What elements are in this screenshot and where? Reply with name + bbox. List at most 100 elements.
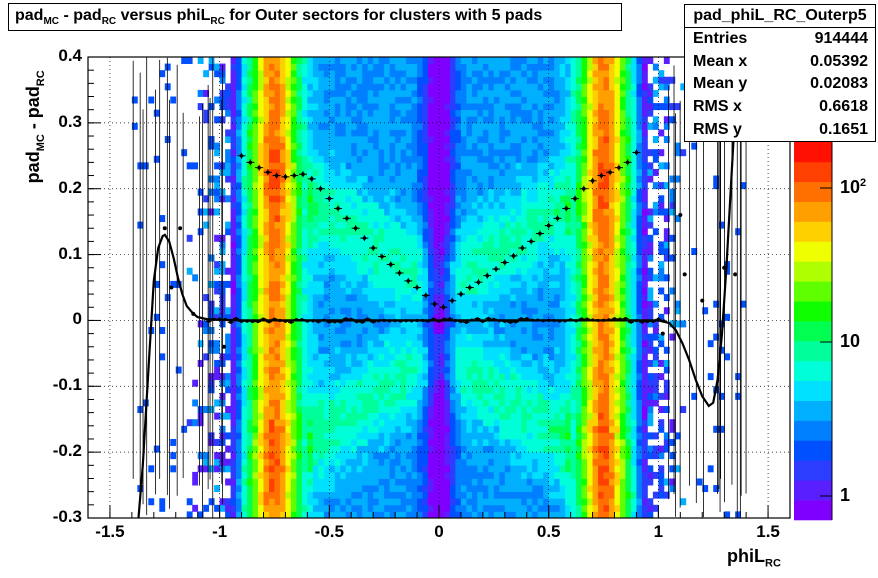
heatmap-cell [373,359,380,367]
heatmap-cell [510,76,517,84]
heatmap-cell [285,70,292,78]
heatmap-cell [581,366,588,374]
heatmap-cell [482,83,489,91]
heatmap-cell [455,195,462,203]
heatmap-cell [581,215,588,223]
heatmap-cell [307,116,314,124]
heatmap-cell [428,399,434,407]
heatmap-cell [466,175,473,183]
heatmap-cell [367,478,374,486]
heatmap-cell [263,162,270,170]
heatmap-cell [214,366,221,374]
heatmap-cell [581,201,588,209]
heatmap-cell [592,379,599,387]
heatmap-cell [384,478,391,486]
heatmap-cell [351,83,358,91]
heatmap-cell [587,353,593,361]
heatmap-cell [587,168,593,176]
heatmap-cell [466,109,473,117]
heatmap-cell [482,215,489,223]
heatmap-cell [592,70,599,78]
heatmap-cell [504,327,511,334]
heatmap-cell [214,267,221,275]
heatmap-cell [406,208,412,216]
heatmap-cell [290,215,297,223]
heatmap-cell [460,63,467,71]
heatmap-cell [471,136,478,144]
heatmap-cell [214,346,221,354]
heatmap-cell [428,168,434,176]
heatmap-cell [373,320,380,328]
heatmap-cell [258,155,264,163]
heatmap-cell [592,307,599,315]
heatmap-cell [378,136,385,144]
heatmap-cell [307,373,314,381]
heatmap-cell [356,445,363,453]
heatmap-cell [400,261,407,269]
heatmap-cell [406,228,412,236]
heatmap-cell [252,109,259,117]
heatmap-cell [263,89,270,97]
heatmap-cell [395,280,402,288]
heatmap-cell [406,70,412,78]
heatmap-cell [373,458,380,466]
heatmap-cell [417,175,423,183]
heatmap-cell [247,109,253,117]
heatmap-cell [439,491,445,499]
heatmap-cell [460,458,467,466]
heatmap-cell [378,504,385,512]
heatmap-cell [543,340,550,348]
heatmap-cell [290,136,297,144]
heatmap-cell [351,129,358,137]
heatmap-cell [598,340,604,348]
heatmap-cell [208,63,215,71]
heatmap-cell [576,274,582,282]
heatmap-cell [236,465,242,473]
heatmap-cell [565,406,572,414]
heatmap-cell [482,445,489,453]
heatmap-cell [334,333,341,341]
heatmap-cell [510,340,517,348]
heatmap-cell [258,458,264,466]
heatmap-cell [428,458,434,466]
heatmap-cell [268,491,275,499]
heatmap-cell [460,136,467,144]
heatmap-cell [236,162,242,170]
heatmap-cell [477,399,484,407]
heatmap-cell [356,392,363,400]
heatmap-cell [406,399,412,407]
heatmap-cell [263,175,270,183]
heatmap-cell [504,373,511,381]
heatmap-cell [373,267,380,275]
heatmap-cell [356,333,363,341]
heatmap-cell [510,247,517,255]
heatmap-cell [362,175,369,183]
heatmap-cell [400,201,407,209]
heatmap-cell [515,57,522,64]
heatmap-cell [543,504,550,512]
heatmap-cell [263,294,270,302]
heatmap-cell [230,366,237,374]
heatmap-cell [433,406,440,414]
heatmap-cell [493,247,500,255]
heatmap-cell [279,201,286,209]
heatmap-cell [329,300,336,308]
heatmap-cell [532,195,539,203]
heatmap-cell [548,89,555,97]
heatmap-cell [296,307,303,315]
heatmap-cell [318,392,325,400]
heatmap-cell [576,504,582,512]
heatmap-cell [367,373,374,381]
heatmap-cell [466,425,473,433]
heatmap-cell [263,406,270,414]
heatmap-cell [290,162,297,170]
heatmap-cell [373,142,380,150]
heatmap-cell [268,241,275,249]
heatmap-cell [323,122,330,130]
heatmap-cell [318,188,325,196]
heatmap-cell [323,366,330,374]
heatmap-cell [268,201,275,209]
heatmap-cell [241,201,248,209]
heatmap-cell [241,359,248,367]
heatmap-cell [471,511,478,519]
